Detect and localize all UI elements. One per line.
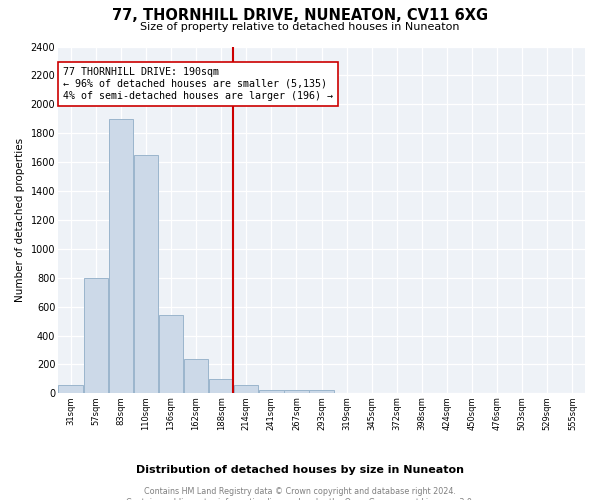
Bar (83, 278, 108, 394)
Bar (234, 386, 259, 394)
Text: 77 THORNHILL DRIVE: 190sqm
← 96% of detached houses are smaller (5,135)
4% of se: 77 THORNHILL DRIVE: 190sqm ← 96% of deta… (64, 68, 334, 100)
Y-axis label: Number of detached properties: Number of detached properties (15, 138, 25, 302)
Bar (209, 379, 233, 394)
Bar (259, 390, 284, 394)
Bar (134, 155, 158, 394)
Text: Contains HM Land Registry data © Crown copyright and database right 2024.
Contai: Contains HM Land Registry data © Crown c… (126, 488, 474, 500)
Text: 77, THORNHILL DRIVE, NUNEATON, CV11 6XG: 77, THORNHILL DRIVE, NUNEATON, CV11 6XG (112, 8, 488, 22)
Bar (310, 390, 334, 394)
Text: Size of property relative to detached houses in Nuneaton: Size of property relative to detached ho… (140, 22, 460, 32)
Text: Distribution of detached houses by size in Nuneaton: Distribution of detached houses by size … (136, 465, 464, 475)
Bar (58, 384, 83, 394)
Bar (184, 358, 208, 394)
Bar (284, 390, 308, 394)
Bar (159, 316, 183, 394)
Bar (109, 119, 133, 394)
